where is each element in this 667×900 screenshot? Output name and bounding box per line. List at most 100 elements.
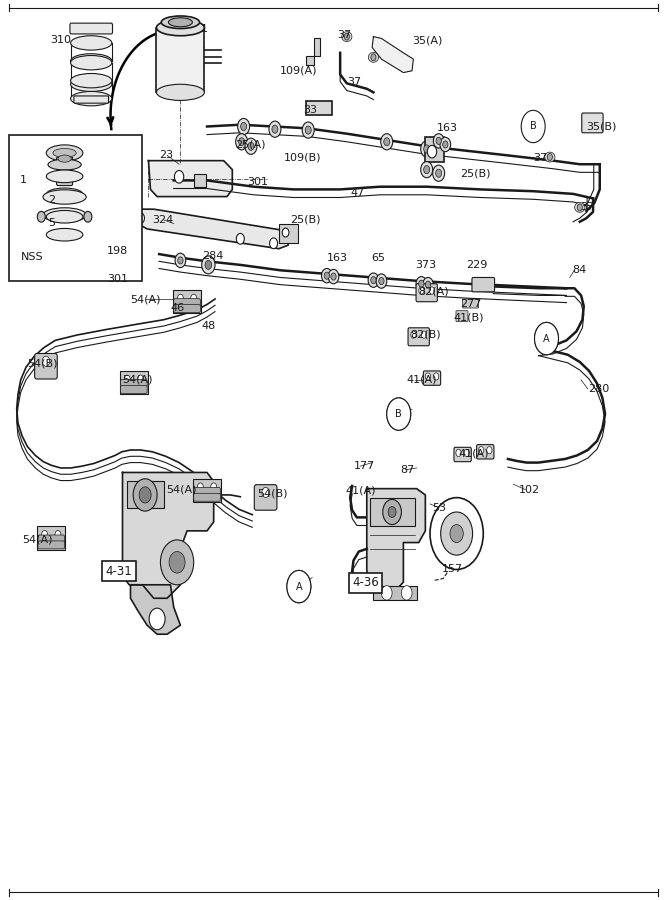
Text: 163: 163 [437, 123, 458, 133]
Circle shape [272, 125, 278, 133]
Circle shape [371, 276, 376, 284]
Circle shape [191, 294, 197, 302]
Circle shape [422, 331, 427, 338]
Ellipse shape [157, 85, 204, 101]
Circle shape [381, 134, 393, 150]
FancyBboxPatch shape [74, 96, 109, 104]
Text: 310: 310 [51, 35, 71, 45]
Circle shape [324, 272, 329, 279]
FancyBboxPatch shape [173, 304, 200, 312]
FancyBboxPatch shape [424, 371, 441, 385]
FancyBboxPatch shape [193, 479, 221, 502]
Ellipse shape [53, 148, 76, 157]
Text: 301: 301 [107, 274, 128, 284]
Circle shape [302, 122, 314, 139]
Text: 177: 177 [354, 461, 375, 472]
Circle shape [426, 281, 431, 288]
Text: NSS: NSS [21, 252, 43, 262]
Ellipse shape [43, 190, 86, 204]
FancyBboxPatch shape [370, 498, 416, 526]
FancyBboxPatch shape [582, 113, 603, 133]
FancyBboxPatch shape [193, 493, 220, 501]
Circle shape [440, 138, 451, 152]
Circle shape [478, 446, 484, 454]
FancyBboxPatch shape [426, 138, 444, 162]
Text: 229: 229 [467, 260, 488, 270]
Text: 198: 198 [107, 246, 129, 256]
Ellipse shape [161, 16, 199, 29]
Circle shape [133, 479, 157, 511]
Circle shape [236, 233, 244, 244]
Circle shape [534, 322, 558, 355]
Circle shape [241, 122, 247, 130]
Ellipse shape [157, 20, 204, 36]
Text: 48: 48 [201, 321, 216, 331]
Circle shape [262, 488, 269, 498]
Ellipse shape [342, 32, 352, 41]
FancyBboxPatch shape [121, 385, 147, 393]
Circle shape [124, 375, 130, 383]
FancyBboxPatch shape [456, 310, 468, 321]
FancyBboxPatch shape [472, 277, 494, 292]
Text: A: A [543, 334, 550, 344]
Circle shape [547, 154, 552, 160]
Circle shape [37, 212, 45, 222]
Circle shape [534, 322, 558, 355]
Text: 33: 33 [303, 105, 317, 115]
Text: 23: 23 [159, 150, 173, 160]
Circle shape [434, 373, 439, 380]
Polygon shape [149, 160, 232, 196]
FancyBboxPatch shape [120, 371, 148, 394]
Circle shape [42, 530, 47, 538]
Circle shape [368, 273, 379, 287]
Text: 102: 102 [518, 484, 540, 494]
Ellipse shape [71, 77, 112, 92]
Ellipse shape [169, 18, 192, 27]
Circle shape [428, 146, 437, 158]
Circle shape [421, 141, 433, 158]
Circle shape [436, 138, 442, 145]
Circle shape [430, 287, 435, 294]
FancyBboxPatch shape [37, 526, 65, 550]
Text: 54(A): 54(A) [166, 484, 196, 494]
Circle shape [174, 170, 183, 183]
FancyBboxPatch shape [254, 485, 277, 510]
Circle shape [137, 375, 143, 383]
Ellipse shape [129, 248, 139, 253]
Text: 84: 84 [572, 266, 586, 275]
Circle shape [383, 500, 402, 525]
Text: 41(A): 41(A) [459, 448, 489, 459]
Circle shape [287, 571, 311, 603]
Text: 277: 277 [460, 300, 482, 310]
FancyBboxPatch shape [193, 174, 205, 186]
Circle shape [305, 126, 311, 134]
Polygon shape [372, 37, 414, 73]
Polygon shape [131, 209, 288, 248]
Circle shape [382, 586, 392, 600]
Text: 47: 47 [350, 188, 364, 198]
Ellipse shape [71, 74, 112, 88]
Circle shape [521, 111, 545, 143]
Ellipse shape [71, 54, 112, 68]
Ellipse shape [71, 56, 112, 70]
Text: 41(A): 41(A) [346, 485, 376, 495]
Ellipse shape [129, 257, 139, 262]
Circle shape [177, 294, 183, 302]
Circle shape [331, 273, 336, 280]
Circle shape [443, 141, 448, 149]
Text: 109(A): 109(A) [280, 66, 317, 76]
Circle shape [248, 142, 254, 150]
Text: 324: 324 [153, 215, 173, 225]
FancyBboxPatch shape [416, 284, 438, 302]
FancyBboxPatch shape [38, 535, 65, 543]
FancyBboxPatch shape [9, 136, 142, 281]
Circle shape [436, 169, 442, 177]
Text: 157: 157 [442, 563, 462, 573]
Text: 280: 280 [588, 384, 609, 394]
Circle shape [430, 498, 484, 570]
Ellipse shape [43, 208, 86, 222]
Circle shape [137, 212, 145, 223]
Text: 54(A): 54(A) [131, 294, 161, 304]
Text: 82(B): 82(B) [410, 330, 441, 340]
Circle shape [577, 204, 582, 211]
